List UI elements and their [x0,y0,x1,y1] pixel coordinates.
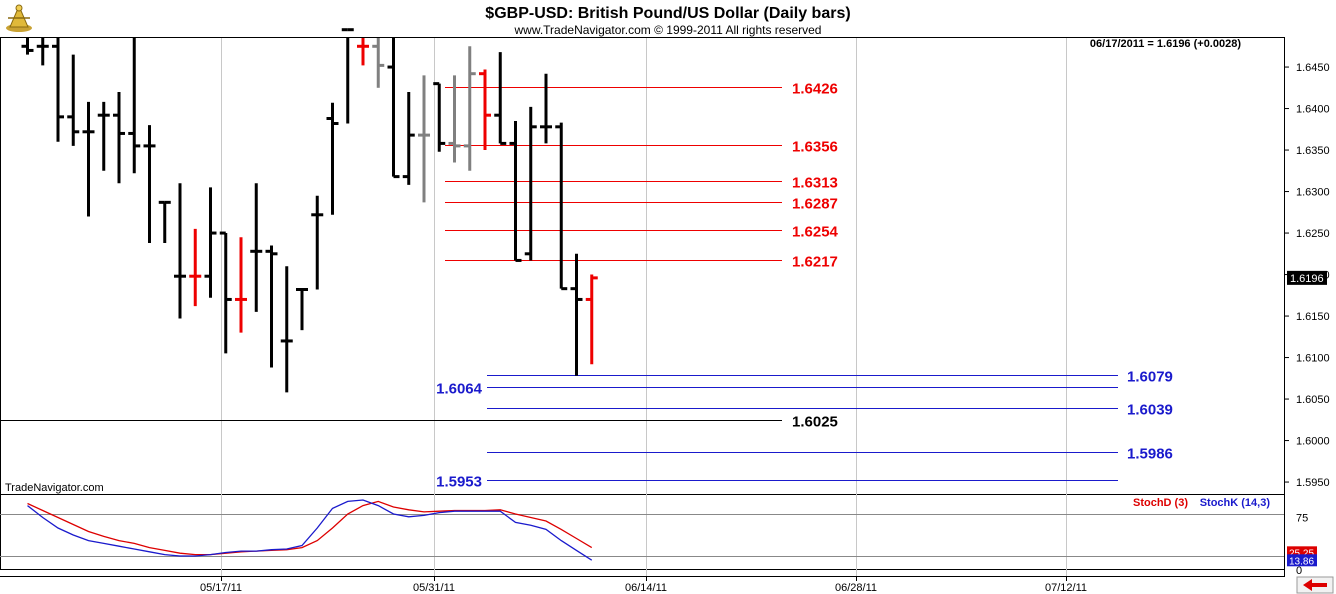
level-label: 1.6064 [436,381,483,398]
stoch-y-tick-label: 75 [1296,513,1308,525]
chart-title: $GBP-USD: British Pound/US Dollar (Daily… [485,5,850,22]
x-tick-label: 05/31/11 [413,582,455,594]
stoch-series-line [27,500,593,556]
level-label: 1.6287 [792,196,838,213]
trade-navigator-logo [2,2,36,34]
stoch-k-legend: StochK (14,3) [1200,497,1271,509]
y-tick-label: 1.6350 [1296,145,1330,157]
level-label: 1.6079 [1127,369,1173,386]
stoch-k-value-box [1287,554,1317,567]
last-price-box [1287,270,1327,285]
x-tick-label: 07/12/11 [1045,582,1087,594]
y-tick-label: 1.6300 [1296,187,1330,199]
stoch-y-tick-label: 0 [1296,565,1302,577]
y-tick-label: 1.6100 [1296,353,1330,365]
watermark-text: TradeNavigator.com [5,482,104,494]
y-tick-label: 1.6050 [1296,394,1330,406]
y-tick-label: 1.5950 [1296,477,1330,489]
y-tick-label: 1.6150 [1296,311,1330,323]
copyright-text: www.TradeNavigator.com © 1999-2011 All r… [514,23,822,37]
x-tick-label: 06/14/11 [625,582,667,594]
price-panel-frame [0,37,1285,495]
level-label: 1.6039 [1127,402,1173,419]
y-tick-label: 1.6250 [1296,228,1330,240]
level-label: 1.6254 [792,224,839,241]
level-label: 1.6426 [792,81,838,98]
level-label: 1.6217 [792,254,838,271]
y-tick-label: 1.6000 [1296,436,1330,448]
level-label: 1.6356 [792,139,838,156]
x-tick-label: 05/17/11 [200,582,242,594]
level-label: 1.6025 [792,414,838,431]
last-quote-text: 06/17/2011 = 1.6196 (+0.0028) [1090,38,1241,50]
stoch-series-line [27,499,593,561]
level-label: 1.5986 [1127,446,1173,463]
stoch-d-value: 25.25 [1289,548,1314,559]
level-label: 1.6313 [792,175,838,192]
last-price-label: 1.6196 [1290,273,1324,285]
scroll-left-arrow-icon[interactable] [1296,576,1334,594]
y-tick-label: 1.6400 [1296,104,1330,116]
x-tick-label: 06/28/11 [835,582,877,594]
y-tick-label: 1.6450 [1296,62,1330,74]
stoch-d-legend: StochD (3) [1133,497,1188,509]
stoch-panel-frame [0,494,1285,570]
stoch-k-value: 13.86 [1289,556,1314,567]
level-label: 1.5953 [436,474,482,491]
